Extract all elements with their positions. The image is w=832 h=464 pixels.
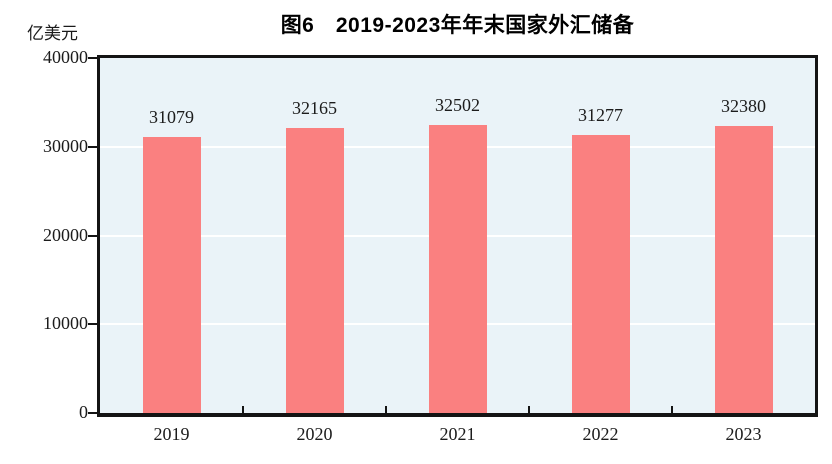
- y-axis-label-0: 0: [79, 402, 88, 422]
- y-axis-tick: [88, 234, 97, 237]
- bar-value-label-2021: 32502: [435, 94, 480, 115]
- bar-value-label-2019: 31079: [149, 107, 194, 128]
- bar-2023: [714, 125, 773, 413]
- x-axis-tick: [528, 406, 530, 413]
- x-axis-label-2023: 2023: [725, 424, 762, 444]
- x-axis-label-2021: 2021: [439, 424, 476, 444]
- y-axis-label-10000: 10000: [43, 313, 88, 334]
- x-axis-tick: [385, 406, 387, 413]
- bar-2019: [142, 137, 201, 413]
- x-axis-label-2022: 2022: [582, 424, 619, 444]
- x-axis-label-2019: 2019: [153, 424, 190, 444]
- bar-value-label-2020: 32165: [292, 97, 337, 118]
- y-axis-tick: [88, 145, 97, 148]
- x-axis-label-2020: 2020: [296, 424, 333, 444]
- y-axis-unit-label: 亿美元: [27, 24, 78, 43]
- y-axis-label-40000: 40000: [43, 47, 88, 67]
- y-axis-tick: [88, 323, 97, 326]
- bar-value-label-2023: 32380: [721, 95, 766, 116]
- bar-2021: [428, 124, 487, 413]
- chart-title: 图6 2019-2023年年末国家外汇储备: [280, 14, 635, 37]
- bar-2022: [571, 135, 630, 413]
- y-axis-tick: [88, 57, 97, 59]
- y-axis-label-30000: 30000: [43, 135, 88, 156]
- plot-area: 31079 32165 32502 31277 32380: [97, 55, 818, 417]
- x-axis-tick: [671, 406, 673, 413]
- y-axis-label-20000: 20000: [43, 224, 88, 245]
- bar-value-label-2022: 31277: [578, 105, 623, 126]
- bar-2020: [285, 127, 344, 413]
- x-axis-tick: [242, 406, 244, 413]
- y-axis-tick: [88, 412, 97, 414]
